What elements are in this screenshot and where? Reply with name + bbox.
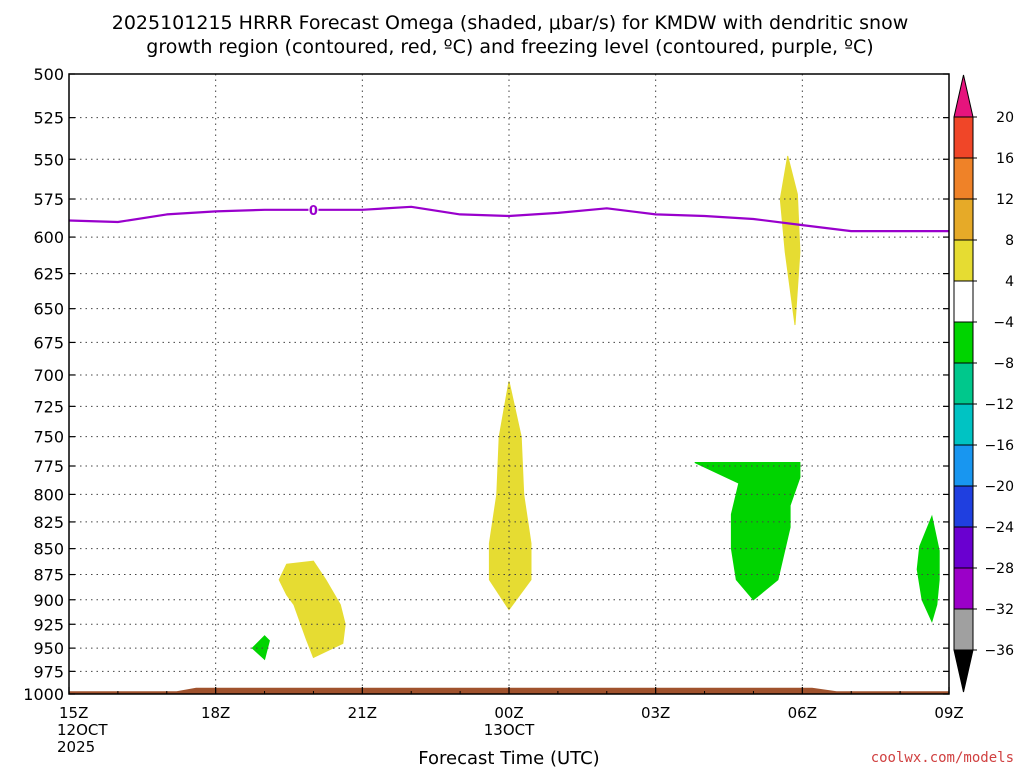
colorbar-label-7: −8	[993, 356, 1014, 372]
omega-region-5	[916, 514, 940, 623]
chart-title-line-2: growth region (contoured, red, ºC) and f…	[146, 36, 873, 58]
colorbar-label-11: 12	[996, 192, 1014, 208]
colorbar-label-0: −36	[984, 643, 1014, 659]
y-axis-ticks: 500 525 550 575 600 625 650 675 700 725 750 775 800 8…	[23, 65, 949, 704]
colorbar-label-5: −16	[984, 438, 1014, 454]
omega-region-2	[488, 381, 532, 611]
y-tick-label-925: 925	[33, 615, 64, 634]
y-tick-label-500: 500	[33, 65, 64, 84]
colorbar-box-2	[953, 526, 974, 569]
colorbar-box-11	[953, 157, 974, 200]
x-tick-label-9-1: 13OCT	[484, 721, 535, 739]
y-tick-label-650: 650	[33, 300, 64, 319]
colorbar-box-5	[953, 403, 974, 446]
freezing-level-contour: 0	[68, 202, 949, 233]
colorbar-label-2: −28	[984, 561, 1014, 577]
omega-region-1	[779, 155, 801, 326]
y-tick-label-800: 800	[33, 485, 64, 504]
colorbar-box-7	[953, 321, 974, 364]
colorbar-box-12	[953, 116, 974, 159]
colorbar: −36 −32 −28 −24 −20 −16 −12 −8 −4 4 8 12 16 20	[953, 74, 1014, 693]
omega-region-3	[278, 560, 346, 659]
colorbar-label-9: 4	[1005, 274, 1014, 290]
colorbar-bottom-triangle	[953, 649, 974, 693]
y-tick-label-825: 825	[33, 513, 64, 532]
colorbar-box-10	[953, 198, 974, 241]
omega-region-6	[251, 635, 270, 661]
x-tick-label-18-0: 09Z	[934, 704, 963, 722]
x-tick-label-0-0: 15Z	[59, 704, 88, 722]
y-tick-label-675: 675	[33, 333, 64, 352]
y-tick-label-575: 575	[33, 190, 64, 209]
colorbar-box-0	[953, 608, 974, 651]
freezing-level-label: 0	[309, 204, 318, 219]
colorbar-label-13: 20	[996, 110, 1014, 126]
colorbar-box-9	[953, 239, 974, 282]
y-tick-label-700: 700	[33, 366, 64, 385]
grid-lines	[69, 74, 949, 694]
colorbar-label-6: −12	[984, 397, 1014, 413]
x-tick-label-0-2: 2025	[57, 738, 95, 756]
y-tick-label-725: 725	[33, 397, 64, 416]
colorbar-box-4	[953, 444, 974, 487]
y-tick-label-1000: 1000	[23, 685, 64, 704]
freezing-level-line	[68, 205, 949, 233]
x-axis-label: Forecast Time (UTC)	[418, 748, 599, 768]
y-tick-label-875: 875	[33, 566, 64, 585]
chart-title-line-1: 2025101215 HRRR Forecast Omega (shaded, …	[112, 12, 909, 34]
y-tick-label-850: 850	[33, 540, 64, 559]
site-credit: coolwx.com/models	[871, 750, 1014, 766]
omega-shaded-regions	[251, 155, 940, 661]
colorbar-top-triangle	[953, 74, 974, 118]
y-tick-label-975: 975	[33, 662, 64, 681]
colorbar-label-12: 16	[996, 151, 1014, 167]
colorbar-box-6	[953, 362, 974, 405]
y-tick-label-550: 550	[33, 150, 64, 169]
colorbar-label-8: −4	[993, 315, 1014, 331]
colorbar-box-1	[953, 567, 974, 610]
x-tick-label-3-0: 18Z	[201, 704, 230, 722]
colorbar-label-4: −20	[984, 479, 1014, 495]
y-tick-label-525: 525	[33, 109, 64, 128]
y-tick-label-950: 950	[33, 639, 64, 658]
x-tick-label-0-1: 12OCT	[57, 721, 108, 739]
colorbar-label-1: −32	[984, 602, 1014, 618]
y-tick-label-625: 625	[33, 265, 64, 284]
colorbar-box-8	[953, 280, 974, 323]
y-tick-label-775: 775	[33, 457, 64, 476]
freezing-level-label-bg	[308, 202, 319, 217]
x-tick-label-12-0: 03Z	[641, 704, 670, 722]
omega-region-4	[694, 462, 801, 601]
y-tick-label-900: 900	[33, 591, 64, 610]
x-tick-label-15-0: 06Z	[788, 704, 817, 722]
y-tick-label-600: 600	[33, 228, 64, 247]
colorbar-box-3	[953, 485, 974, 528]
y-tick-label-750: 750	[33, 428, 64, 447]
colorbar-label-10: 8	[1005, 233, 1014, 249]
colorbar-label-3: −24	[984, 520, 1014, 536]
x-tick-label-6-0: 21Z	[348, 704, 377, 722]
x-tick-label-9-0: 00Z	[494, 704, 523, 722]
